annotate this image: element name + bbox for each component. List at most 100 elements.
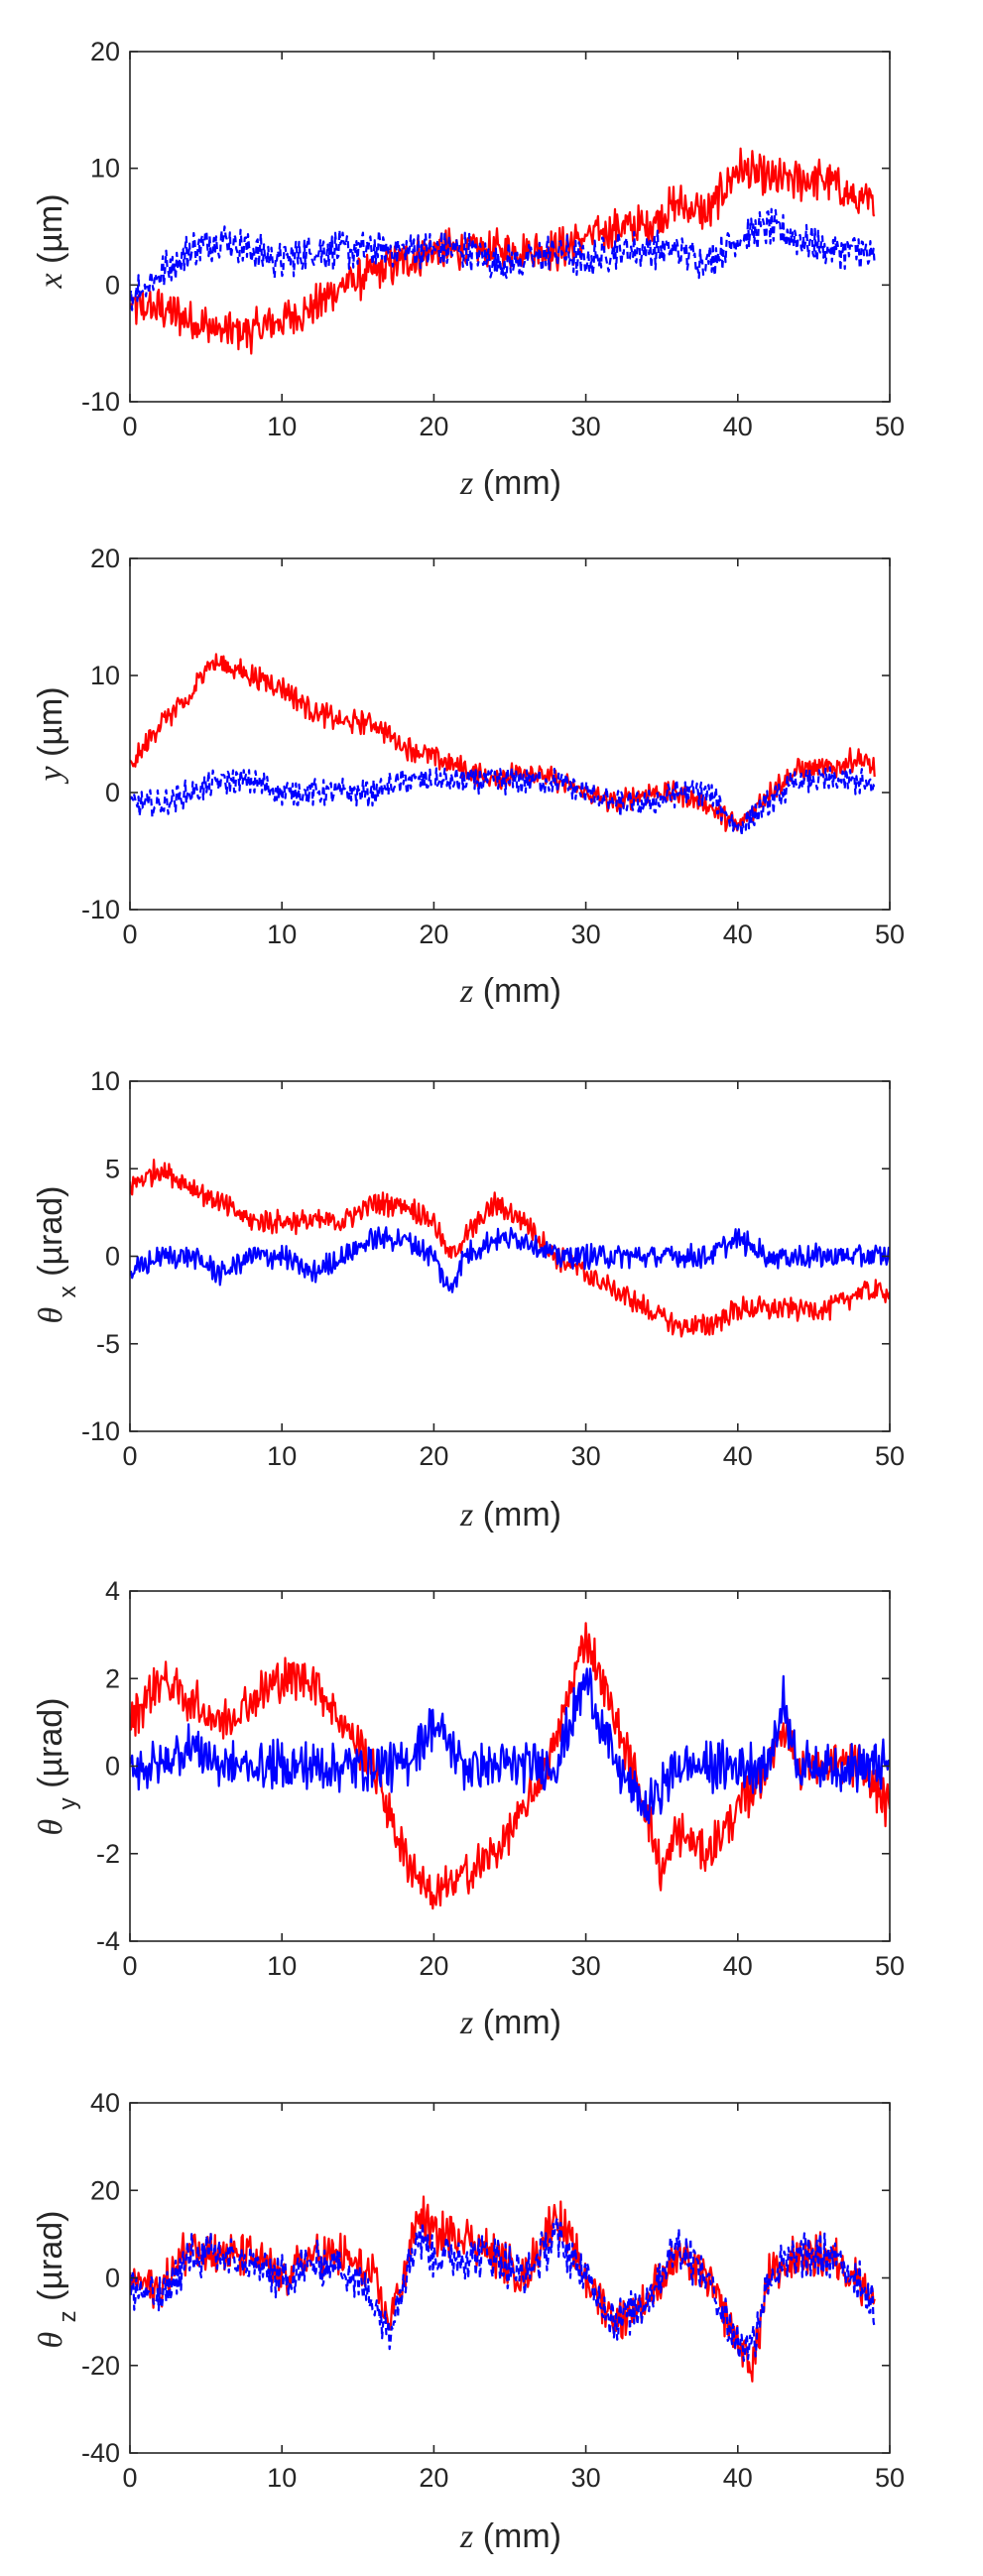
series-blue-line — [130, 207, 876, 311]
y-tick-label: -40 — [81, 2438, 120, 2468]
panel-theta-z-series — [130, 2195, 876, 2383]
panel-y-ylabel-unit: (µm) — [32, 686, 69, 757]
x-tick-label: 0 — [122, 920, 137, 949]
series-red-line — [130, 2195, 876, 2383]
panel-theta-y-xtick-labels: 0 10 20 30 40 50 — [122, 1951, 905, 1981]
plot-frame — [129, 51, 891, 403]
y-tick-label: 4 — [105, 1576, 120, 1606]
x-tick-label: 50 — [875, 412, 905, 441]
panel-y-ylabel: y (µm) — [32, 686, 69, 784]
y-tick-label: 40 — [90, 2088, 120, 2118]
panel-theta-x-xlabel: z (mm) — [459, 1496, 561, 1533]
x-tick-label: 50 — [875, 1951, 905, 1981]
panel-theta-z-ylabel-unit: (µrad) — [32, 2211, 69, 2301]
panel-theta-x-ylabel: θ x (µrad) — [32, 1186, 81, 1324]
y-tick-label: -10 — [81, 387, 120, 417]
panel-theta-x-ylabel-sub: x — [55, 1286, 81, 1297]
panel-y-series — [130, 653, 876, 837]
panel-theta-x-ylabel-symbol: θ — [33, 1307, 69, 1324]
x-tick-label: 10 — [267, 1441, 297, 1471]
x-tick-label: 50 — [875, 2463, 905, 2493]
y-tick-label: -5 — [96, 1329, 120, 1359]
panel-x: -10 0 10 20 0 10 20 30 40 50 z (mm) x (µm) — [32, 37, 905, 502]
x-tick-label: 30 — [571, 920, 601, 949]
y-tick-label: 10 — [90, 1066, 120, 1096]
panel-y-xlabel-unit: (mm) — [483, 972, 561, 1010]
panel-theta-z-ylabel: θ z (µrad) — [32, 2211, 81, 2349]
x-tick-label: 20 — [419, 412, 448, 441]
x-tick-label: 50 — [875, 1441, 905, 1471]
panel-theta-x-ylabel-unit: (µrad) — [32, 1186, 69, 1277]
panel-theta-y-ylabel-sub: y — [55, 1797, 81, 1809]
x-tick-label: 10 — [267, 2463, 297, 2493]
panel-x-xtick-labels: 0 10 20 30 40 50 — [122, 412, 905, 441]
x-tick-label: 40 — [723, 1951, 753, 1981]
y-tick-label: 0 — [105, 270, 120, 300]
series-red-line — [130, 1159, 890, 1338]
y-tick-label: 5 — [105, 1154, 120, 1183]
x-tick-label: 10 — [267, 412, 297, 441]
y-tick-label: 20 — [90, 37, 120, 66]
x-tick-label: 40 — [723, 2463, 753, 2493]
y-tick-label: 0 — [105, 1752, 120, 1781]
x-tick-label: 0 — [122, 1441, 137, 1471]
panel-theta-y-ylabel-unit: (µrad) — [32, 1698, 69, 1788]
panel-theta-x-xlabel-unit: (mm) — [483, 1496, 561, 1533]
panel-theta-x: -10 -5 0 5 10 0 10 20 30 40 50 z (mm) θ x (µrad) — [32, 1066, 905, 1533]
panel-y-xlabel: z (mm) — [459, 972, 561, 1010]
panel-x-ytick-labels: -10 0 10 20 — [81, 37, 120, 417]
panel-theta-y-series — [130, 1622, 890, 1910]
x-tick-label: 30 — [571, 2463, 601, 2493]
y-tick-label: -2 — [96, 1839, 120, 1869]
y-tick-label: -20 — [81, 2351, 120, 2381]
x-tick-label: 30 — [571, 1441, 601, 1471]
panel-theta-x-series — [130, 1159, 890, 1338]
panel-theta-y-xlabel-unit: (mm) — [483, 2004, 561, 2041]
x-tick-label: 40 — [723, 1441, 753, 1471]
x-tick-label: 30 — [571, 412, 601, 441]
panel-theta-y-ytick-labels: -4 -2 0 2 4 — [96, 1576, 120, 1956]
panel-theta-y-ylabel-symbol: θ — [33, 1819, 69, 1836]
panel-x-ylabel: x (µm) — [32, 193, 69, 289]
y-tick-label: 0 — [105, 1242, 120, 1272]
series-blue-line — [130, 2217, 876, 2363]
panel-x-xlabel-unit: (mm) — [483, 464, 561, 502]
panel-y-xlabel-symbol: z — [459, 973, 473, 1010]
y-tick-label: -4 — [96, 1926, 120, 1956]
panel-theta-z-ytick-labels: -40 -20 0 20 40 — [81, 2088, 120, 2468]
panel-theta-z-xlabel-unit: (mm) — [483, 2517, 561, 2555]
panel-x-xlabel-symbol: z — [459, 465, 473, 502]
panel-theta-z-xlabel: z (mm) — [459, 2517, 561, 2555]
panel-theta-z-xlabel-symbol: z — [459, 2518, 473, 2555]
series-red-line — [130, 147, 876, 355]
panel-theta-z: -40 -20 0 20 40 0 10 20 30 40 50 z (mm) θ z (µrad… — [32, 2088, 905, 2555]
panel-y-xtick-labels: 0 10 20 30 40 50 — [122, 920, 905, 949]
panel-theta-z-ylabel-sub: z — [55, 2310, 81, 2322]
x-tick-label: 20 — [419, 920, 448, 949]
panel-y-ylabel-symbol: y — [33, 766, 69, 785]
y-tick-label: 0 — [105, 778, 120, 807]
x-tick-label: 0 — [122, 2463, 137, 2493]
y-tick-label: 10 — [90, 154, 120, 184]
y-tick-label: 20 — [90, 544, 120, 573]
series-blue-line — [130, 1226, 890, 1293]
panel-theta-x-xtick-labels: 0 10 20 30 40 50 — [122, 1441, 905, 1471]
panel-x-ylabel-unit: (µm) — [32, 193, 69, 264]
panel-x-ylabel-symbol: x — [33, 273, 69, 289]
series-blue-line — [130, 766, 876, 837]
panel-x-series — [130, 147, 876, 355]
x-tick-label: 20 — [419, 1441, 448, 1471]
y-tick-label: 20 — [90, 2175, 120, 2205]
x-tick-label: 40 — [723, 412, 753, 441]
y-tick-label: 0 — [105, 2264, 120, 2293]
panel-theta-z-ylabel-symbol: θ — [33, 2332, 69, 2349]
panel-theta-y-xlabel-symbol: z — [459, 2005, 473, 2041]
panel-theta-y-xlabel: z (mm) — [459, 2004, 561, 2041]
y-tick-label: -10 — [81, 1416, 120, 1446]
panel-theta-z-xtick-labels: 0 10 20 30 40 50 — [122, 2463, 905, 2493]
panel-theta-x-xlabel-symbol: z — [459, 1497, 473, 1533]
panel-theta-y: -4 -2 0 2 4 0 10 20 30 40 50 z (mm) θ y (µrad) — [32, 1576, 905, 2041]
panel-theta-y-ylabel: θ y (µrad) — [32, 1698, 81, 1836]
